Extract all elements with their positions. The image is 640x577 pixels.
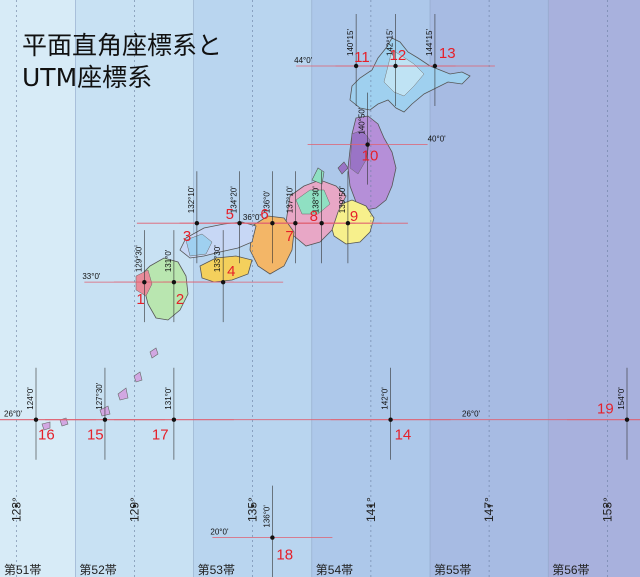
central-meridian-label: 153° [600, 497, 614, 522]
origin-point [432, 63, 438, 69]
zone-label: 第51帯 [4, 563, 41, 577]
title-line-2: UTM座標系 [22, 63, 153, 92]
origin-longitude-label: 142°0' [381, 387, 390, 410]
system-number-11: 11 [354, 49, 370, 66]
parallel-26-label-east: 26°0' [462, 410, 481, 419]
origin-latitude-label: 33°0' [82, 272, 101, 281]
origin-point [624, 417, 630, 422]
tohoku-west [349, 129, 371, 175]
system-number-5: 5 [226, 206, 234, 223]
system-number-13: 13 [439, 45, 456, 62]
origin-longitude-label: 124°0' [26, 387, 35, 410]
central-meridian-dot [251, 504, 255, 508]
origin-longitude-label: 127°30' [95, 382, 104, 409]
origin-point [270, 221, 275, 226]
origin-latitude-label: 20°0' [210, 528, 229, 537]
system-number-7: 7 [285, 228, 293, 245]
origin-point [220, 279, 226, 285]
origin-longitude-label: 154°0' [617, 387, 626, 410]
central-meridian-dot [132, 504, 137, 508]
origin-point [171, 279, 177, 285]
system-number-10: 10 [362, 148, 379, 165]
kinki [249, 215, 295, 275]
origin-point [194, 221, 200, 226]
zone-label: 第52帯 [79, 563, 116, 577]
central-meridian-dot [487, 504, 491, 508]
map-title: 平面直角座標系と UTM座標系 [22, 30, 222, 94]
origin-longitude-label: 140°50' [358, 107, 367, 134]
zone-label: 第56帯 [552, 563, 589, 577]
noto-peninsula [311, 167, 325, 185]
zone-label: 第55帯 [434, 563, 471, 577]
origin-point [33, 417, 39, 422]
origin-latitude-label: 40°0' [428, 135, 447, 144]
origin-longitude-label: 134°20' [230, 186, 239, 213]
origin-latitude-label: 44°0' [294, 56, 313, 65]
origin-longitude-label: 129°30' [134, 245, 143, 272]
origin-latitude-label: 26°0' [4, 410, 23, 419]
central-meridian-label: 129° [128, 497, 142, 522]
system-number-17: 17 [152, 427, 169, 444]
origin-longitude-label: 138°30' [312, 186, 321, 213]
origin-latitude-label: 36°0' [243, 213, 262, 222]
system-number-12: 12 [390, 47, 407, 64]
system-number-1: 1 [136, 291, 144, 308]
system-number-15: 15 [87, 427, 104, 444]
system-number-18: 18 [276, 547, 293, 564]
system-number-6: 6 [260, 206, 268, 223]
origin-longitude-label: 140°15' [346, 29, 355, 56]
origin-point [393, 63, 398, 69]
origin-longitude-label: 131°0' [164, 387, 173, 410]
system-number-19: 19 [597, 401, 614, 418]
zone-band-56 [548, 0, 640, 577]
central-meridian-label: 135° [246, 497, 260, 522]
origin-point [142, 279, 147, 285]
origin-point [345, 221, 351, 226]
origin-point [353, 63, 359, 69]
central-meridian-dot [369, 504, 373, 508]
origin-longitude-label: 137°10' [285, 186, 294, 213]
title-line-1: 平面直角座標系と [22, 31, 223, 60]
origin-longitude-label: 136°0' [262, 505, 271, 528]
system-number-16: 16 [38, 427, 55, 444]
origin-longitude-label: 133°30' [213, 245, 222, 272]
origin-point [293, 221, 298, 226]
origin-point [102, 417, 108, 422]
origin-longitude-label: 142°15' [386, 29, 395, 56]
system-number-14: 14 [395, 427, 412, 444]
origin-point [237, 221, 242, 226]
origin-longitude-label: 139°50' [338, 186, 347, 213]
shikoku [199, 255, 253, 283]
sado-island [337, 161, 349, 175]
zone-label: 第54帯 [316, 563, 353, 577]
origin-longitude-label: 131°0' [164, 249, 173, 272]
central-meridian-label: 141° [364, 497, 378, 522]
origin-point [365, 142, 370, 147]
japan-landmass [41, 37, 471, 431]
central-meridian-label: 123° [9, 497, 23, 522]
system-number-2: 2 [176, 291, 184, 308]
system-number-8: 8 [310, 208, 318, 225]
zone-band-51 [0, 0, 76, 577]
origin-longitude-label: 136°0' [262, 190, 271, 213]
origin-longitude-label: 144°15' [425, 29, 434, 56]
hokkaido-inner [383, 49, 425, 97]
zone-label: 第53帯 [198, 563, 235, 577]
origin-point [319, 221, 324, 226]
system-number-3: 3 [183, 228, 191, 245]
central-meridian-label: 147° [482, 497, 496, 522]
origin-point [171, 417, 177, 422]
system-number-9: 9 [350, 208, 358, 225]
origin-point [388, 417, 393, 422]
chugoku-west [185, 233, 213, 257]
coordinate-origins: 129°30' 1 33°0' 131°0' 2 132°10' 3 36°0' 133°30'… [4, 29, 630, 564]
system-number-4: 4 [227, 263, 235, 280]
origin-longitude-label: 132°10' [187, 186, 196, 213]
zone-labels: 第51帯 123° 第52帯 129° 第53帯 135° 第54帯 141° 第55帯 147°… [4, 0, 614, 577]
central-meridian-dot [14, 504, 18, 508]
central-meridian-dot [605, 504, 609, 508]
origin-point [270, 535, 275, 540]
